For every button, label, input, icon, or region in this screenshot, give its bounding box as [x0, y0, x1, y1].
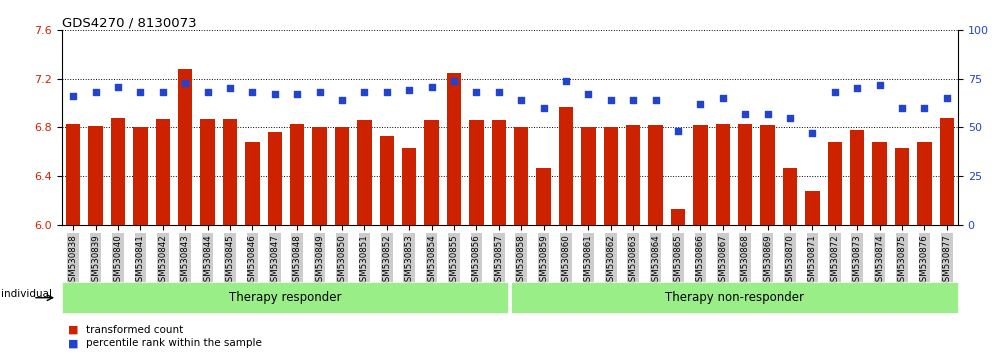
Bar — [200, 119, 215, 225]
Bar — [357, 120, 372, 225]
Text: transformed count: transformed count — [86, 325, 183, 335]
Point — [625, 97, 641, 103]
Point — [244, 90, 260, 95]
Point — [110, 84, 126, 89]
Point — [132, 90, 148, 95]
Text: ■: ■ — [68, 338, 78, 348]
Bar — [514, 127, 528, 225]
Text: ■: ■ — [68, 325, 78, 335]
Bar — [805, 191, 820, 225]
Point — [894, 105, 910, 111]
Point — [536, 105, 552, 111]
Point — [580, 92, 596, 97]
Point — [849, 86, 865, 91]
Text: individual: individual — [1, 289, 52, 299]
Point — [670, 129, 686, 134]
Point — [916, 105, 932, 111]
Bar — [290, 124, 304, 225]
Point — [760, 111, 776, 116]
Point — [312, 90, 328, 95]
Point — [155, 90, 171, 95]
Bar — [940, 118, 954, 225]
Bar — [245, 142, 260, 225]
Bar — [469, 120, 484, 225]
Point — [782, 115, 798, 120]
Point — [379, 90, 395, 95]
Point — [267, 92, 283, 97]
Bar — [559, 107, 573, 225]
Point — [939, 95, 955, 101]
Point — [827, 90, 843, 95]
Point — [491, 90, 507, 95]
Bar — [424, 120, 439, 225]
Point — [88, 90, 104, 95]
Point — [603, 97, 619, 103]
Bar — [626, 125, 640, 225]
Text: Therapy non-responder: Therapy non-responder — [665, 291, 804, 304]
Point — [222, 86, 238, 91]
Bar — [581, 127, 596, 225]
Bar — [648, 125, 663, 225]
Bar — [66, 124, 80, 225]
Bar — [716, 124, 730, 225]
Bar — [828, 142, 842, 225]
Bar — [402, 148, 416, 225]
Text: Therapy responder: Therapy responder — [229, 291, 342, 304]
Point — [648, 97, 664, 103]
Bar — [783, 167, 797, 225]
Bar — [312, 127, 327, 225]
Bar — [178, 69, 192, 225]
Bar — [223, 119, 237, 225]
Bar — [738, 124, 752, 225]
Bar — [604, 127, 618, 225]
Bar — [671, 209, 685, 225]
Point — [289, 92, 305, 97]
Point — [468, 90, 484, 95]
Bar — [156, 119, 170, 225]
Point — [804, 130, 820, 136]
Bar — [335, 127, 349, 225]
Bar — [693, 125, 708, 225]
Bar — [268, 132, 282, 225]
Point — [200, 90, 216, 95]
Point — [334, 97, 350, 103]
Point — [692, 101, 708, 107]
Bar — [492, 120, 506, 225]
Point — [356, 90, 372, 95]
Bar — [895, 148, 909, 225]
Point — [513, 97, 529, 103]
Point — [737, 111, 753, 116]
Bar — [760, 125, 775, 225]
Bar — [917, 142, 932, 225]
Bar — [536, 167, 551, 225]
Bar — [447, 73, 461, 225]
Point — [558, 78, 574, 84]
Point — [715, 95, 731, 101]
Point — [401, 88, 417, 93]
Bar — [111, 118, 125, 225]
Point — [872, 82, 888, 87]
Bar — [88, 126, 103, 225]
Bar — [850, 130, 864, 225]
Bar — [380, 136, 394, 225]
Point — [424, 84, 440, 89]
Text: percentile rank within the sample: percentile rank within the sample — [86, 338, 262, 348]
Point — [177, 80, 193, 85]
Bar — [872, 142, 887, 225]
Text: GDS4270 / 8130073: GDS4270 / 8130073 — [62, 17, 197, 29]
Point — [446, 78, 462, 84]
Bar — [133, 127, 148, 225]
Point — [65, 93, 81, 99]
